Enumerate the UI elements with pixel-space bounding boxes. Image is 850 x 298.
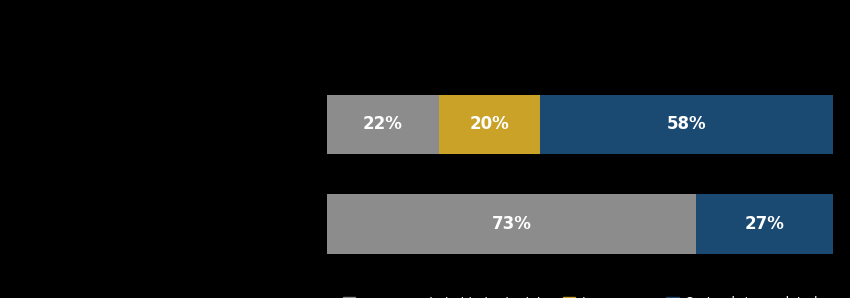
Bar [696, 194, 833, 254]
Bar [439, 94, 540, 154]
Bar [327, 194, 696, 254]
Text: 73%: 73% [492, 215, 532, 233]
Text: 22%: 22% [363, 115, 403, 134]
Bar [327, 94, 439, 154]
Text: 20%: 20% [469, 115, 509, 134]
Bar [540, 94, 833, 154]
Text: 58%: 58% [666, 115, 706, 134]
Legend: Not started / behind schedule, In progress, On track / completed: Not started / behind schedule, In progre… [338, 291, 822, 298]
Text: 27%: 27% [745, 215, 785, 233]
